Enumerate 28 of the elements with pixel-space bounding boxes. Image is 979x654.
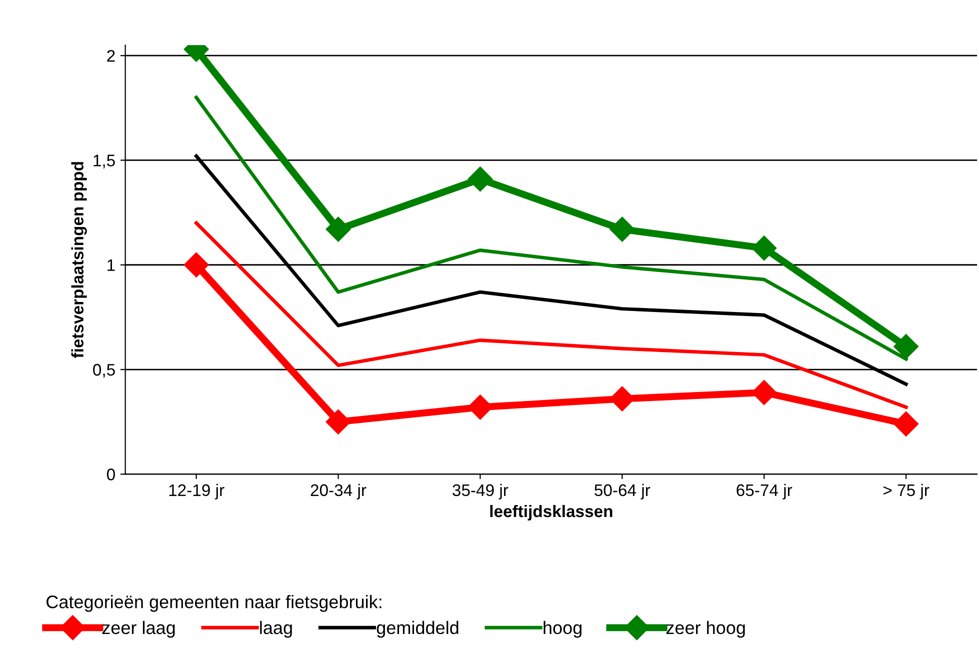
point: [894, 334, 919, 359]
x-tick-label: 65-74 jr: [736, 484, 792, 500]
legend-label: gemiddeld: [376, 620, 458, 638]
y-axis-title: fietsverplaatsingen pppd: [71, 162, 87, 358]
y-tick-label: 2: [107, 50, 115, 62]
point: [326, 216, 351, 242]
x-axis-title: leeftijdsklassen: [490, 504, 612, 520]
legend-label: zeer hoog: [666, 620, 745, 638]
y-tick-label: 0,5: [93, 364, 115, 378]
x-tick-label: 50-64 jr: [594, 484, 650, 500]
point: [894, 411, 919, 436]
point: [610, 216, 635, 242]
x-tick-label: 12-19 jr: [169, 484, 224, 500]
legend-title: Categorieën gemeenten naar fietsgebruik:: [46, 595, 382, 612]
y-tick-label: 0: [106, 468, 115, 480]
x-tick-label: 20-34 jr: [310, 484, 366, 500]
point: [184, 252, 209, 278]
point: [326, 409, 351, 434]
point: [752, 236, 777, 261]
y-tick-label: 1,5: [94, 154, 115, 168]
legend-label: laag: [260, 620, 292, 638]
point: [468, 166, 493, 192]
y-tick-label: 1: [108, 259, 115, 271]
legend-label: zeer laag: [102, 620, 175, 638]
legend-label: hoog: [544, 620, 582, 638]
line-series: [194, 221, 908, 409]
x-tick-label: > 75 jr: [883, 484, 930, 500]
x-tick-label: 35-49 jr: [452, 484, 508, 500]
